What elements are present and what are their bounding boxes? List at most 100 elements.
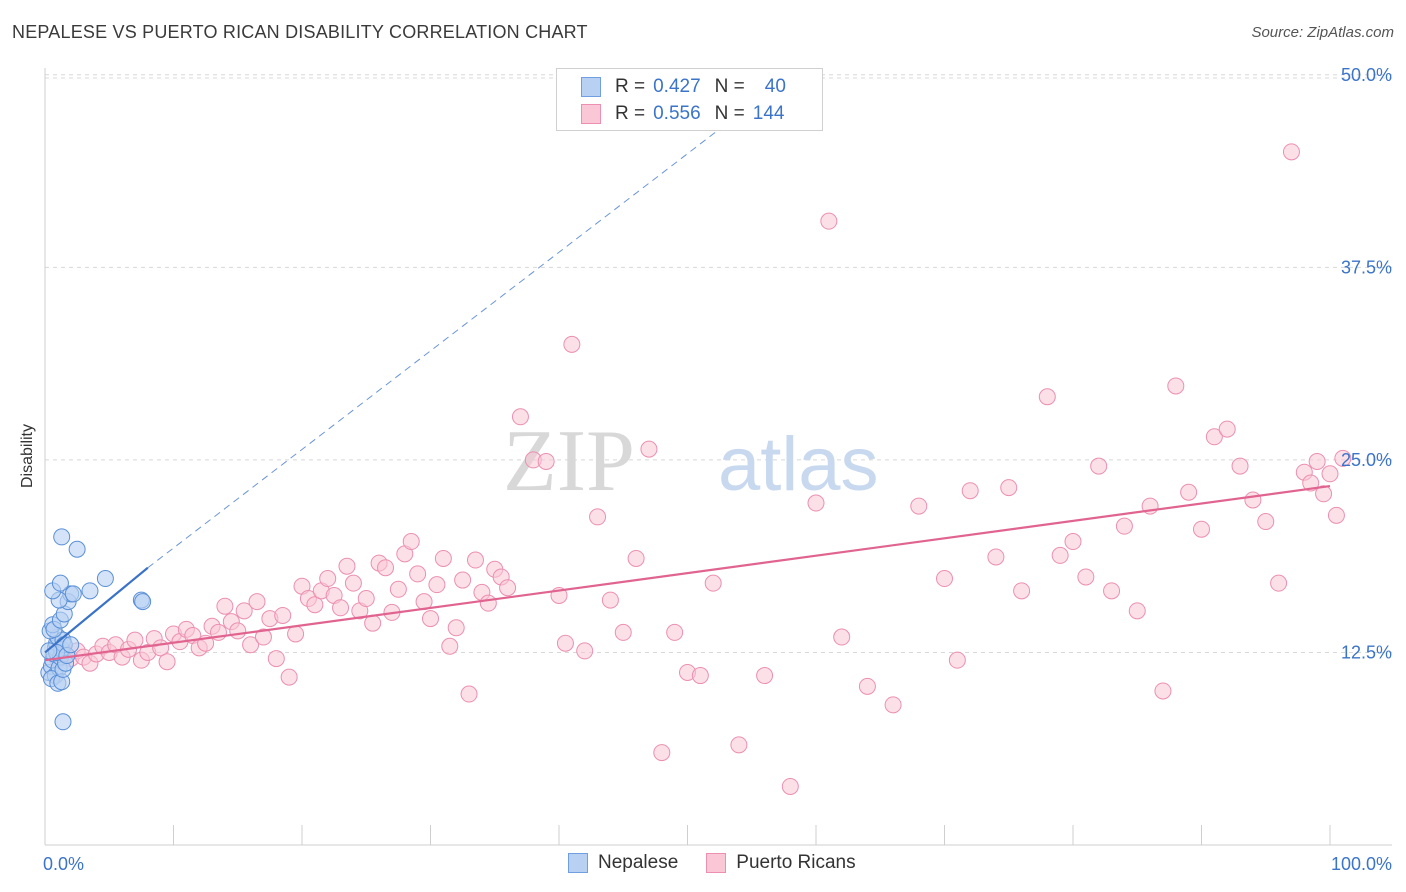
nepalese-legend-label: Nepalese	[598, 852, 679, 873]
puerto-rican-point	[511, 408, 529, 426]
puerto-rican-point	[614, 623, 632, 641]
puerto-rican-point	[1103, 582, 1121, 600]
puerto-rican-swatch	[581, 104, 601, 124]
puerto-rican-point	[344, 574, 362, 592]
puerto-rican-point	[691, 667, 709, 685]
puerto-rican-point	[434, 549, 452, 567]
nepalese-point	[62, 636, 80, 654]
puerto-rican-point	[357, 590, 375, 608]
legend-row-nepalese: R = 0.427 N = 40	[581, 75, 786, 99]
puerto-rican-point	[338, 557, 356, 575]
puerto-rican-point	[499, 579, 517, 597]
puerto-rican-point	[1180, 483, 1198, 501]
puerto-rican-trend-line	[44, 485, 1331, 662]
puerto-rican-point	[1167, 377, 1185, 395]
puerto-rican-point	[756, 667, 774, 685]
nepalese-swatch	[581, 77, 601, 97]
y-tick-label: 37.5%	[1341, 257, 1392, 277]
puerto-rican-point	[158, 653, 176, 671]
axes	[44, 68, 1392, 846]
y-tick-label: 12.5%	[1341, 642, 1392, 662]
puerto-rican-points	[49, 143, 1352, 795]
puerto-rican-point	[466, 551, 484, 569]
puerto-rican-point	[1231, 457, 1249, 475]
puerto-rican-point	[267, 650, 285, 668]
puerto-rican-point	[479, 594, 497, 612]
puerto-rican-point	[910, 497, 928, 515]
puerto-rican-point	[653, 744, 671, 762]
puerto-rican-point	[1077, 568, 1095, 586]
legend-item-nepalese[interactable]: Nepalese	[568, 852, 678, 874]
puerto-rican-point	[254, 628, 272, 646]
puerto-rican-point	[556, 634, 574, 652]
correlation-legend: R = 0.427 N = 40 R = 0.556 N = 144	[556, 68, 823, 131]
nepalese-legend-swatch	[568, 853, 588, 873]
puerto-rican-point	[781, 777, 799, 795]
puerto-rican-point	[428, 576, 446, 594]
nepalese-point	[96, 570, 114, 588]
puerto-rican-legend-swatch	[706, 853, 727, 873]
nepalese-point	[68, 540, 86, 558]
puerto-rican-point	[833, 628, 851, 646]
n-label: N =	[714, 103, 745, 124]
y-tick-label: 25.0%	[1341, 450, 1392, 470]
source-credit: Source: ZipAtlas.com	[1251, 24, 1394, 41]
puerto-rican-point	[820, 212, 838, 230]
puerto-rican-point	[287, 625, 305, 643]
x-tick-label-max: 100.0%	[1331, 854, 1392, 874]
nepalese-points	[40, 528, 152, 731]
puerto-rican-point	[126, 631, 144, 649]
puerto-rican-point	[1308, 452, 1326, 470]
puerto-rican-point	[1013, 582, 1031, 600]
puerto-rican-n-value: 144	[752, 103, 785, 124]
puerto-rican-point	[319, 570, 337, 588]
puerto-rican-point	[1244, 491, 1262, 509]
puerto-rican-point	[389, 580, 407, 598]
puerto-rican-point	[460, 685, 478, 703]
puerto-rican-point	[1302, 474, 1320, 492]
nepalese-point	[134, 593, 152, 611]
y-tick-label: 50.0%	[1341, 65, 1392, 85]
puerto-rican-point	[216, 597, 234, 615]
puerto-rican-point	[936, 570, 953, 588]
puerto-rican-point	[447, 619, 465, 637]
puerto-rican-point	[1193, 520, 1210, 538]
puerto-rican-point	[627, 549, 645, 567]
puerto-rican-point	[601, 591, 619, 609]
puerto-rican-point	[666, 623, 684, 641]
puerto-rican-point	[1321, 465, 1339, 483]
puerto-rican-point	[229, 622, 247, 640]
puerto-rican-point	[1038, 388, 1056, 406]
puerto-rican-point	[1051, 546, 1069, 564]
puerto-rican-point	[537, 452, 555, 470]
nepalese-r-value: 0.427	[653, 76, 701, 97]
puerto-rican-point	[242, 636, 260, 654]
puerto-rican-point	[858, 677, 876, 695]
legend-item-puerto-ricans[interactable]: Puerto Ricans	[706, 852, 856, 874]
puerto-rican-point	[332, 599, 350, 617]
puerto-rican-point	[1128, 602, 1146, 620]
puerto-rican-point	[589, 508, 607, 526]
chart-title: NEPALESE VS PUERTO RICAN DISABILITY CORR…	[12, 22, 588, 42]
puerto-rican-point	[807, 494, 825, 512]
puerto-rican-point	[1270, 574, 1288, 592]
series-legend: Nepalese Puerto Ricans	[568, 852, 884, 874]
puerto-rican-point	[422, 610, 439, 628]
puerto-rican-r-value: 0.556	[653, 103, 701, 124]
n-label: N =	[714, 76, 745, 97]
puerto-rican-point	[1090, 457, 1108, 475]
puerto-rican-point	[1218, 420, 1236, 438]
r-label: R =	[615, 103, 646, 124]
puerto-rican-point	[306, 596, 324, 614]
trend-lines	[44, 74, 1331, 662]
nepalese-point	[51, 574, 69, 592]
nepalese-trend-line	[44, 566, 149, 654]
puerto-rican-point	[1327, 506, 1345, 524]
puerto-rican-point	[640, 440, 658, 458]
r-label: R =	[615, 76, 646, 97]
puerto-rican-point	[441, 637, 459, 655]
puerto-rican-point	[1282, 143, 1300, 161]
nepalese-trend-extension	[147, 74, 791, 569]
puerto-rican-legend-label: Puerto Ricans	[736, 852, 856, 873]
legend-row-puerto-ricans: R = 0.556 N = 144	[581, 102, 784, 126]
